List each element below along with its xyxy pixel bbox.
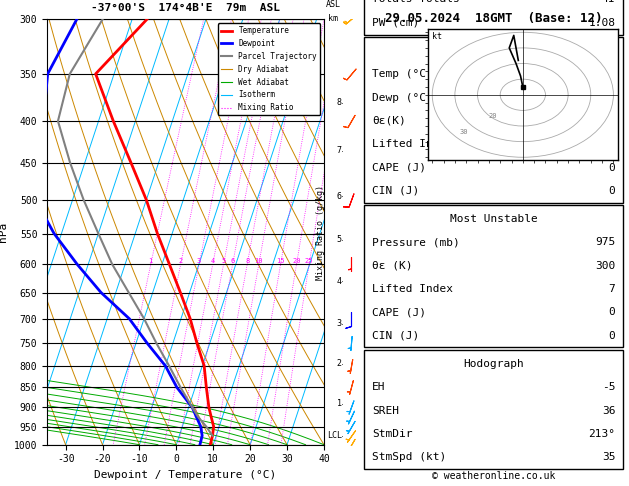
Text: CIN (J): CIN (J) — [372, 186, 420, 196]
Text: Temp (°C): Temp (°C) — [372, 69, 433, 79]
Text: Most Unstable: Most Unstable — [450, 214, 538, 224]
Text: LCL: LCL — [327, 431, 342, 440]
Text: Pressure (mb): Pressure (mb) — [372, 238, 460, 247]
Text: 0: 0 — [608, 331, 615, 341]
Text: PW (cm): PW (cm) — [372, 18, 420, 28]
Text: Hodograph: Hodograph — [464, 359, 524, 369]
Text: Dewp (°C): Dewp (°C) — [372, 93, 433, 103]
Text: km: km — [328, 14, 338, 23]
Bar — [364, 37, 623, 203]
Bar — [364, 0, 623, 35]
Text: 8: 8 — [245, 258, 249, 264]
Text: 8: 8 — [337, 99, 342, 107]
Text: 25: 25 — [305, 258, 313, 264]
Text: 41: 41 — [602, 0, 615, 4]
Text: 975: 975 — [595, 238, 615, 247]
Text: 20: 20 — [292, 258, 301, 264]
Text: 36: 36 — [602, 406, 615, 416]
Text: 0: 0 — [608, 308, 615, 317]
Text: 15: 15 — [276, 258, 285, 264]
Text: 6.4: 6.4 — [595, 93, 615, 103]
Text: 8: 8 — [608, 139, 615, 149]
Title: -37°00'S  174°4B'E  79m  ASL: -37°00'S 174°4B'E 79m ASL — [91, 3, 280, 13]
Text: 1.08: 1.08 — [588, 18, 615, 28]
Text: CAPE (J): CAPE (J) — [372, 308, 426, 317]
Text: 300: 300 — [595, 261, 615, 271]
Text: CIN (J): CIN (J) — [372, 331, 420, 341]
Text: 3: 3 — [197, 258, 201, 264]
Text: Lifted Index: Lifted Index — [372, 139, 454, 149]
Y-axis label: hPa: hPa — [0, 222, 8, 242]
Legend: Temperature, Dewpoint, Parcel Trajectory, Dry Adiabat, Wet Adiabat, Isotherm, Mi: Temperature, Dewpoint, Parcel Trajectory… — [218, 23, 320, 115]
Bar — [364, 205, 623, 347]
Text: Mixing Ratio (g/kg): Mixing Ratio (g/kg) — [316, 185, 325, 279]
Text: 1: 1 — [148, 258, 153, 264]
Text: 5: 5 — [221, 258, 226, 264]
Text: 3: 3 — [337, 319, 342, 328]
Text: 2: 2 — [179, 258, 183, 264]
Text: 9.2: 9.2 — [595, 69, 615, 79]
Text: 1: 1 — [337, 399, 342, 408]
Text: EH: EH — [372, 382, 386, 392]
Text: 7: 7 — [337, 146, 342, 155]
Text: θε(K): θε(K) — [372, 116, 406, 126]
Text: 2: 2 — [337, 359, 342, 368]
Text: SREH: SREH — [372, 406, 399, 416]
Text: StmDir: StmDir — [372, 429, 413, 439]
Text: Totals Totals: Totals Totals — [372, 0, 460, 4]
Text: -5: -5 — [602, 382, 615, 392]
Text: 20: 20 — [489, 113, 498, 119]
Text: 6: 6 — [337, 192, 342, 201]
Text: 4: 4 — [337, 277, 342, 286]
Text: 7: 7 — [608, 284, 615, 294]
X-axis label: Dewpoint / Temperature (°C): Dewpoint / Temperature (°C) — [94, 470, 277, 480]
Text: 29.05.2024  18GMT  (Base: 12): 29.05.2024 18GMT (Base: 12) — [385, 12, 603, 25]
Text: 5: 5 — [337, 235, 342, 244]
Text: 0: 0 — [608, 163, 615, 173]
Text: kt: kt — [432, 32, 442, 41]
Text: 298: 298 — [595, 116, 615, 126]
Text: Surface: Surface — [470, 46, 518, 56]
Text: 6: 6 — [230, 258, 235, 264]
Text: 10: 10 — [255, 258, 263, 264]
Text: 0: 0 — [608, 186, 615, 196]
Text: © weatheronline.co.uk: © weatheronline.co.uk — [432, 471, 555, 481]
Text: Lifted Index: Lifted Index — [372, 284, 454, 294]
Text: 35: 35 — [602, 452, 615, 462]
Text: 4: 4 — [211, 258, 215, 264]
Text: CAPE (J): CAPE (J) — [372, 163, 426, 173]
Text: ASL: ASL — [326, 0, 341, 9]
Text: θε (K): θε (K) — [372, 261, 413, 271]
Text: 213°: 213° — [588, 429, 615, 439]
Text: 30: 30 — [459, 129, 468, 135]
Bar — [364, 350, 623, 469]
Text: StmSpd (kt): StmSpd (kt) — [372, 452, 447, 462]
